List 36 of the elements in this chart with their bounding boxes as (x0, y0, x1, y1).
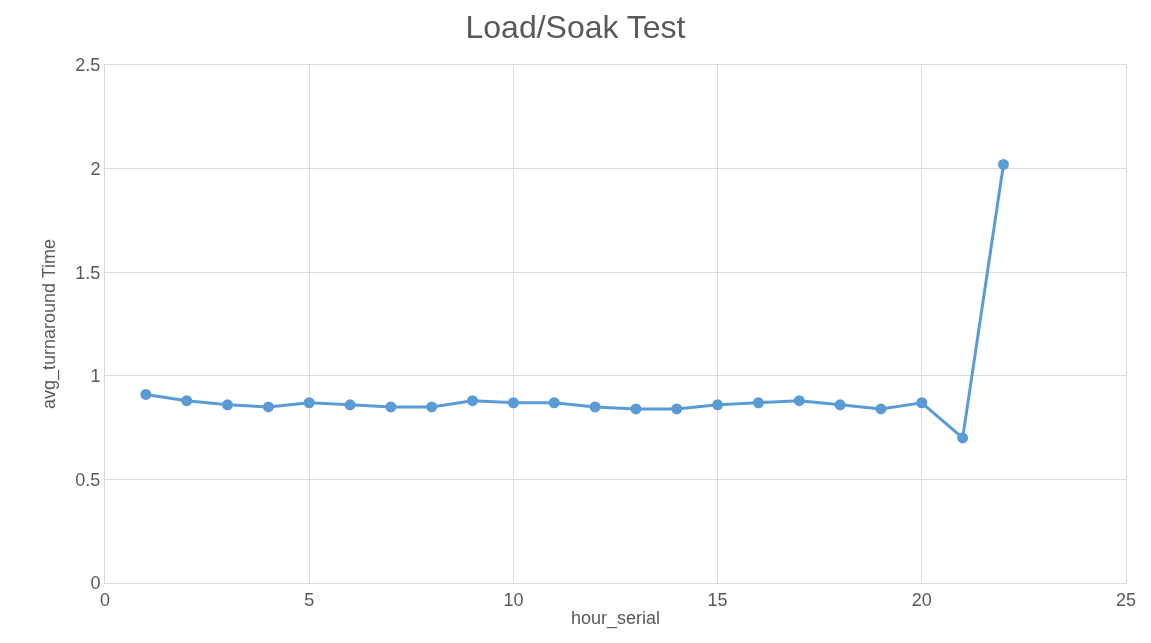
point (181, 395, 193, 407)
point (712, 399, 724, 411)
point (467, 395, 479, 407)
point (140, 388, 152, 400)
x-tick-label: 25 (1115, 589, 1137, 610)
x-axis-title: hour_serial (570, 607, 661, 629)
point (916, 397, 928, 409)
y-tick-label: 1 (90, 366, 101, 387)
y-tick-label: 2.5 (75, 55, 101, 76)
y-tick-label: 0 (90, 573, 101, 594)
x-tick-label: 5 (304, 589, 315, 610)
point (222, 399, 234, 411)
point (262, 401, 274, 413)
y-tick-label: 2 (90, 158, 101, 179)
chart-title: Load/Soak Test (465, 9, 686, 46)
point (957, 432, 969, 444)
point (630, 403, 642, 415)
point (793, 395, 805, 407)
x-tick-label: 20 (911, 589, 932, 610)
point (834, 399, 846, 411)
point (671, 403, 683, 415)
point (997, 158, 1009, 170)
point (875, 403, 887, 415)
point (344, 399, 356, 411)
y-tick-label: 1.5 (75, 262, 101, 283)
point (507, 397, 519, 409)
x-tick-label: 15 (707, 589, 728, 610)
point (589, 401, 601, 413)
y-tick-label: 0.5 (75, 469, 101, 490)
point (426, 401, 438, 413)
y-axis-title: avg_turnaround Time (38, 238, 60, 410)
point (303, 397, 315, 409)
point (385, 401, 397, 413)
x-tick-label: 10 (503, 589, 524, 610)
point (752, 397, 764, 409)
point (548, 397, 560, 409)
